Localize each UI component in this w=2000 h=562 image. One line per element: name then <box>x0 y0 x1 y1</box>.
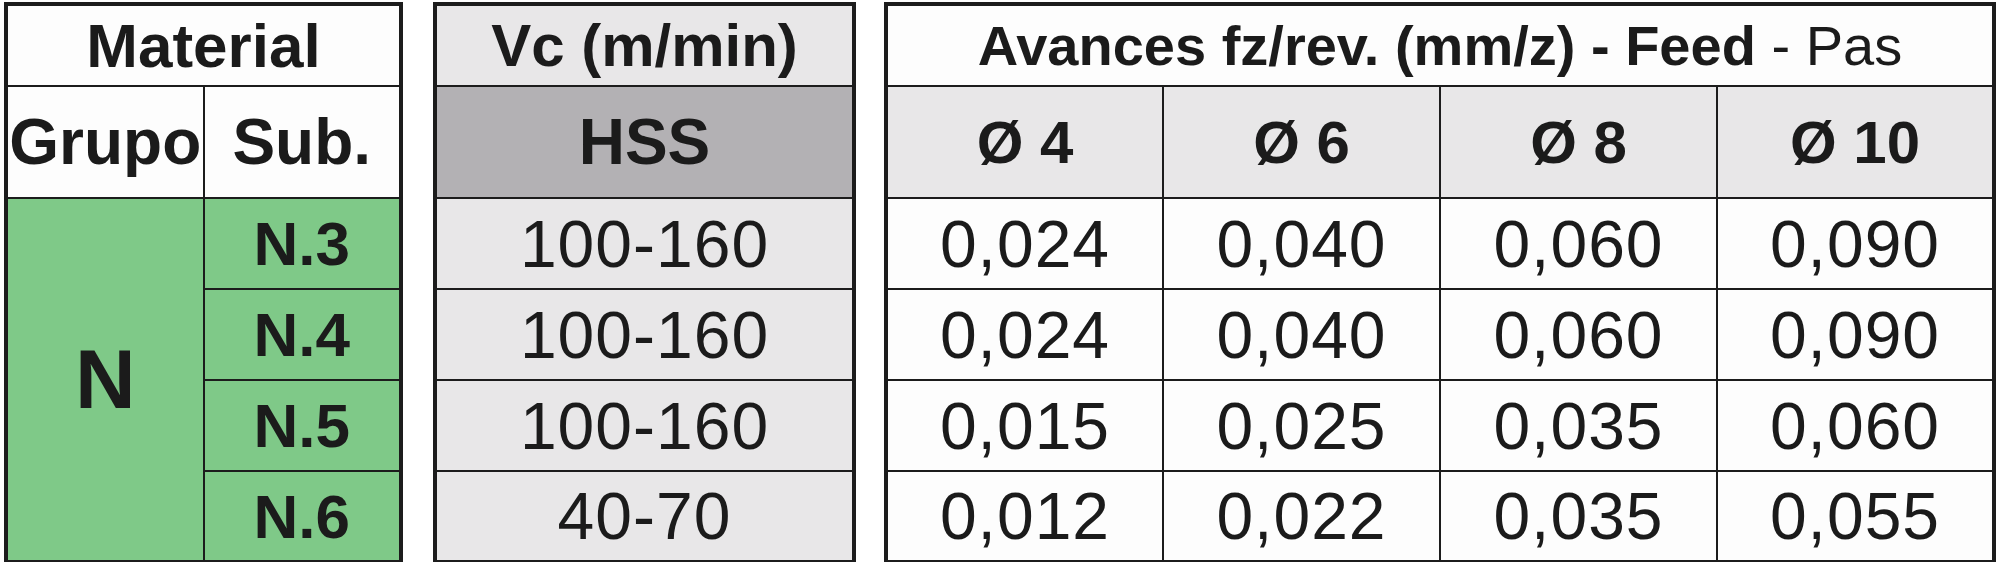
feed-table-title: Avances fz/rev. (mm/z) - Feed - Pas <box>886 4 1994 86</box>
feed-value-cell: 0,090 <box>1717 198 1994 289</box>
feed-value-cell: 0,035 <box>1440 471 1717 562</box>
feed-value-cell: 0,015 <box>886 380 1163 471</box>
feed-title-main: Avances fz/rev. (mm/z) <box>978 14 1576 77</box>
feed-value-cell: 0,060 <box>1440 198 1717 289</box>
feed-value-cell: 0,024 <box>886 198 1163 289</box>
feed-title-pas: - Pas <box>1771 14 1902 77</box>
material-table: Material Grupo Sub. N N.3 N.4 N.5 N.6 <box>4 2 403 562</box>
diameter-header: Ø 8 <box>1440 86 1717 198</box>
material-sub-cell: N.6 <box>204 471 402 562</box>
feed-value-cell: 0,060 <box>1440 289 1717 380</box>
feed-value-cell: 0,025 <box>1163 380 1440 471</box>
feed-value-cell: 0,040 <box>1163 289 1440 380</box>
vc-value-cell: 100-160 <box>435 289 854 380</box>
feed-value-cell: 0,035 <box>1440 380 1717 471</box>
column-header-grupo: Grupo <box>6 86 204 198</box>
feed-value-cell: 0,012 <box>886 471 1163 562</box>
material-sub-cell: N.3 <box>204 198 402 289</box>
feed-value-cell: 0,024 <box>886 289 1163 380</box>
vc-value-cell: 100-160 <box>435 198 854 289</box>
feed-value-cell: 0,090 <box>1717 289 1994 380</box>
cutting-speed-table: Vc (m/min) HSS 100-160 100-160 100-160 4… <box>433 2 856 562</box>
feed-value-cell: 0,055 <box>1717 471 1994 562</box>
diameter-header: Ø 10 <box>1717 86 1994 198</box>
vc-value-cell: 100-160 <box>435 380 854 471</box>
material-table-title: Material <box>6 4 401 86</box>
feed-value-cell: 0,060 <box>1717 380 1994 471</box>
feed-value-cell: 0,022 <box>1163 471 1440 562</box>
vc-table-title: Vc (m/min) <box>435 4 854 86</box>
feed-value-cell: 0,040 <box>1163 198 1440 289</box>
cutting-data-sheet: Material Grupo Sub. N N.3 N.4 N.5 N.6 Vc… <box>0 0 2000 562</box>
vc-value-cell: 40-70 <box>435 471 854 562</box>
diameter-header: Ø 4 <box>886 86 1163 198</box>
column-header-sub: Sub. <box>204 86 402 198</box>
material-group-cell: N <box>6 198 204 562</box>
hss-header: HSS <box>435 86 854 198</box>
diameter-header: Ø 6 <box>1163 86 1440 198</box>
material-sub-cell: N.4 <box>204 289 402 380</box>
material-sub-cell: N.5 <box>204 380 402 471</box>
feed-title-feed: - Feed <box>1591 14 1756 77</box>
feed-table: Avances fz/rev. (mm/z) - Feed - Pas Ø 4 … <box>884 2 1996 562</box>
